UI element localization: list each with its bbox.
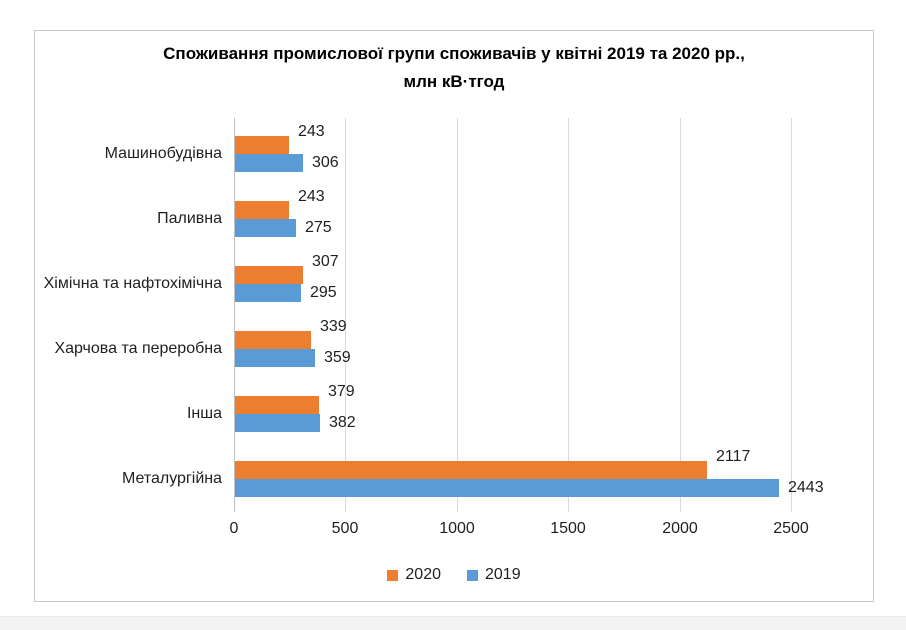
- legend-label-2020: 2020: [405, 566, 441, 583]
- legend: 2020 2019: [34, 565, 874, 585]
- legend-swatch-2019: [467, 569, 478, 581]
- chart-title-line2: млн кВ·тгод: [403, 72, 505, 91]
- legend-swatch-2020: [387, 569, 399, 581]
- chart-title-line1: Споживання промислової групи споживачів …: [163, 44, 745, 63]
- page-bottom-strip: [0, 616, 906, 630]
- chart-frame: [34, 30, 874, 602]
- chart-title: Споживання промислової групи споживачів …: [34, 40, 874, 96]
- legend-label-2019: 2019: [485, 566, 521, 583]
- legend-item-2019: 2019: [467, 566, 521, 584]
- legend-item-2020: 2020: [387, 566, 441, 584]
